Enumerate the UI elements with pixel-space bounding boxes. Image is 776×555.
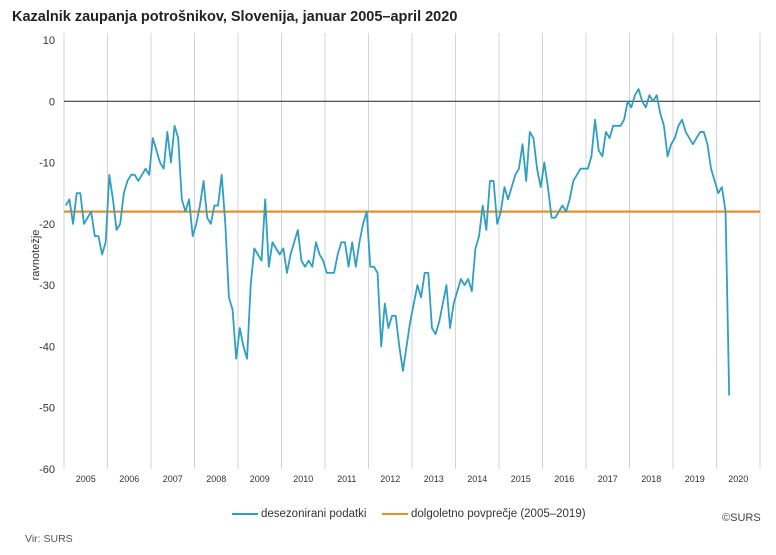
- x-axis-ticks: 2005 2006 2007 2008 2009 2010 2011 2012 2013 2014…: [76, 474, 749, 484]
- x-tick-label: 2008: [206, 474, 226, 484]
- x-tick-label: 2010: [293, 474, 313, 484]
- x-tick-label: 2017: [598, 474, 618, 484]
- y-axis-label: ravnotežje: [30, 230, 42, 281]
- x-tick-label: 2012: [380, 474, 400, 484]
- x-tick-label: 2007: [163, 474, 183, 484]
- y-axis-ticks: 10 0 -10 -20 -30 -40 -50 -60: [39, 35, 55, 476]
- seasonally-adjusted-line: [65, 88, 731, 396]
- y-tick-label: 10: [43, 35, 55, 47]
- y-tick-label: -10: [39, 158, 55, 170]
- x-tick-label: 2016: [554, 474, 574, 484]
- y-tick-label: -30: [39, 280, 55, 292]
- x-tick-label: 2015: [511, 474, 531, 484]
- grid-lines: [63, 33, 761, 469]
- y-tick-label: -50: [39, 403, 55, 415]
- legend-item-seasonally-adjusted[interactable]: desezonirani podatki: [232, 508, 367, 520]
- y-tick-label: -40: [39, 341, 55, 353]
- x-tick-label: 2019: [685, 474, 705, 484]
- legend-swatch-blue: [232, 513, 258, 515]
- x-tick-label: 2018: [641, 474, 661, 484]
- legend-swatch-orange: [382, 513, 408, 515]
- y-tick-label: -20: [39, 219, 55, 231]
- x-tick-label: 2005: [76, 474, 96, 484]
- legend-label: desezonirani podatki: [261, 508, 367, 520]
- legend-item-long-term-average[interactable]: dolgoletno povprečje (2005–2019): [382, 508, 586, 520]
- x-tick-label: 2014: [467, 474, 487, 484]
- x-tick-label: 2020: [728, 474, 748, 484]
- chart-title: Kazalnik zaupanja potrošnikov, Slovenija…: [12, 9, 458, 25]
- x-tick-label: 2006: [119, 474, 139, 484]
- source-text: Vir: SURS: [25, 533, 73, 545]
- y-tick-label: 0: [49, 96, 55, 108]
- y-tick-label: -60: [39, 464, 55, 476]
- legend-label: dolgoletno povprečje (2005–2019): [411, 508, 586, 520]
- x-tick-label: 2009: [250, 474, 270, 484]
- series-group: [64, 88, 760, 396]
- x-tick-label: 2011: [337, 474, 356, 484]
- copyright-text: ©SURS: [722, 512, 761, 524]
- x-tick-label: 2013: [424, 474, 444, 484]
- chart-plot: 100-10-20-30-40-50-60 2005 2006 2007 2008 20…: [30, 33, 761, 484]
